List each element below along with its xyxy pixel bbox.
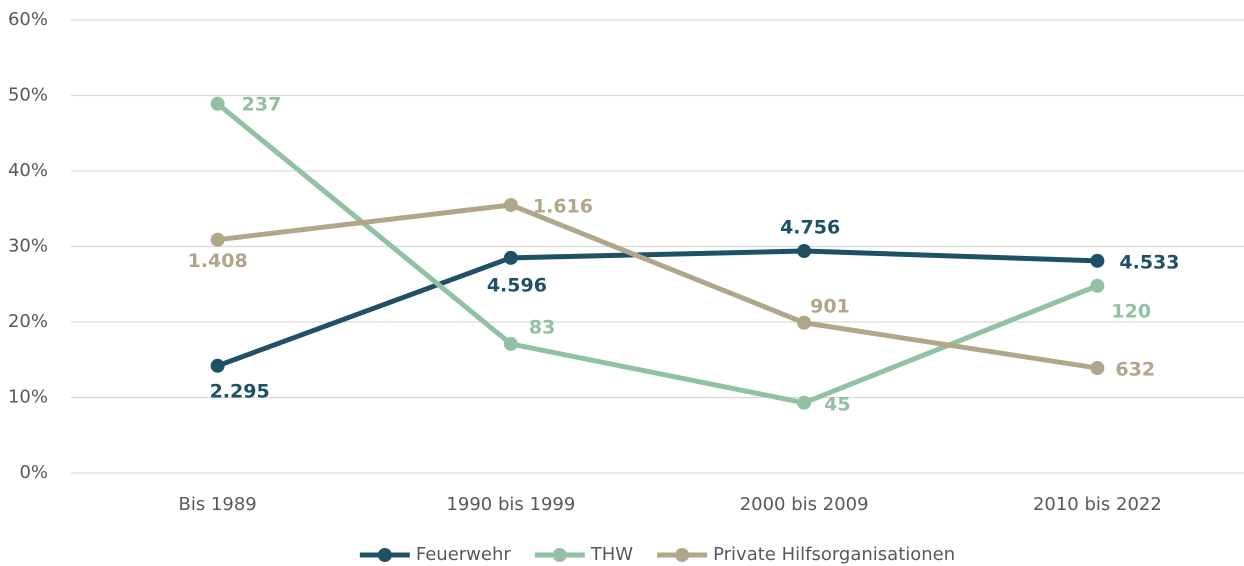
point	[797, 395, 812, 410]
legend-text: THW	[590, 544, 634, 565]
point	[503, 336, 518, 351]
data-label: 4.533	[1119, 251, 1179, 273]
legend-marker	[675, 548, 690, 562]
data-label: 120	[1111, 300, 1151, 322]
y-tick-label: 30%	[8, 236, 48, 257]
x-tick-label: 1990 bis 1999	[446, 494, 575, 515]
y-tick-label: 0%	[19, 462, 48, 483]
data-label: 4.756	[780, 217, 840, 239]
legend-text: Private Hilfsorganisationen	[713, 544, 955, 565]
y-tick-label: 10%	[8, 387, 48, 408]
y-tick-label: 50%	[8, 85, 48, 106]
line	[216, 248, 1098, 369]
data-label: 1.408	[188, 250, 248, 272]
point	[210, 96, 225, 111]
legend-item: Private Hilfsorganisationen	[657, 544, 955, 565]
legend-item: THW	[534, 544, 634, 565]
x-tick-label: 2000 bis 2009	[740, 494, 869, 515]
data-label: 901	[810, 295, 850, 317]
y-tick-label: 20%	[8, 311, 48, 332]
y-tick-label: 40%	[8, 160, 48, 181]
x-tick-label: 2010 bis 2022	[1033, 494, 1162, 515]
legend-text: Feuerwehr	[416, 544, 512, 565]
point	[1090, 278, 1105, 293]
data-label: 2.295	[210, 380, 270, 402]
point	[797, 315, 812, 330]
data-label: 83	[529, 316, 555, 338]
legend-item: Feuerwehr	[359, 544, 512, 565]
data-label: 632	[1115, 359, 1155, 381]
line	[217, 202, 1098, 371]
point	[1090, 361, 1105, 376]
data-label: 237	[242, 93, 282, 115]
legend-marker	[552, 548, 567, 562]
data-label: 45	[824, 393, 850, 415]
point	[503, 197, 518, 212]
point	[210, 358, 225, 373]
point	[210, 232, 225, 247]
x-tick-label: Bis 1989	[178, 494, 256, 515]
point	[797, 244, 812, 259]
data-label: 4.596	[487, 274, 547, 296]
legend-marker	[377, 548, 392, 562]
y-tick-label: 60%	[8, 9, 48, 30]
data-label: 1.616	[533, 195, 593, 217]
point	[1090, 253, 1105, 268]
point	[503, 250, 518, 265]
